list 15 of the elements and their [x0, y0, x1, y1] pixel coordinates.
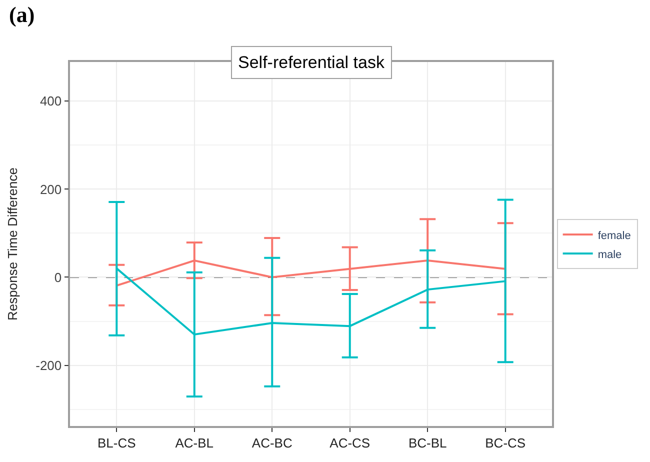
y-axis-title: Response Time Difference	[5, 168, 20, 320]
chart-title: Self-referential task	[238, 53, 385, 72]
legend-label: male	[598, 248, 622, 261]
x-tick-label: AC-BC	[252, 435, 292, 450]
x-tick-label: AC-BL	[175, 435, 214, 450]
x-tick-label: BC-BL	[408, 435, 447, 450]
y-tick-label: 0	[54, 270, 62, 285]
y-tick-label: -200	[36, 358, 62, 373]
x-tick-label: AC-CS	[330, 435, 370, 450]
y-tick-label: 200	[40, 182, 62, 197]
text: (a)	[9, 2, 35, 27]
x-tick-label: BL-CS	[98, 435, 136, 450]
legend-label: female	[598, 230, 631, 242]
y-tick-label: 400	[40, 94, 62, 109]
x-tick-label: BC-CS	[485, 435, 526, 450]
